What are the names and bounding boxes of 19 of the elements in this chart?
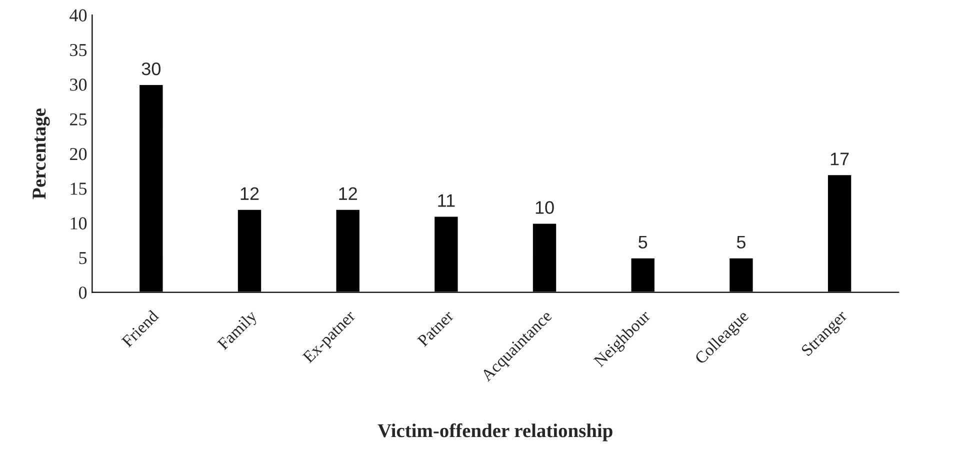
- data-label: 12: [240, 187, 259, 200]
- y-tick-label: 30: [70, 78, 87, 91]
- y-tick-label: 15: [70, 182, 87, 195]
- y-axis-title: Percentage: [32, 108, 50, 200]
- data-label: 30: [142, 62, 160, 76]
- data-label: 10: [536, 201, 554, 214]
- data-label: 5: [736, 236, 746, 249]
- data-label: 12: [339, 187, 357, 200]
- y-tick-label: 10: [70, 217, 87, 230]
- y-tick-label: 0: [78, 286, 87, 299]
- data-label: 5: [638, 236, 648, 249]
- x-axis-title: Victim-offender relationship: [378, 423, 612, 442]
- y-tick-label: 35: [70, 44, 87, 56]
- data-label: 17: [830, 152, 849, 166]
- y-tick-label: 40: [70, 9, 87, 22]
- y-tick-label: 25: [70, 113, 87, 126]
- y-tick-label: 5: [79, 252, 87, 264]
- y-tick-label: 20: [70, 148, 87, 160]
- data-label: 11: [438, 194, 455, 207]
